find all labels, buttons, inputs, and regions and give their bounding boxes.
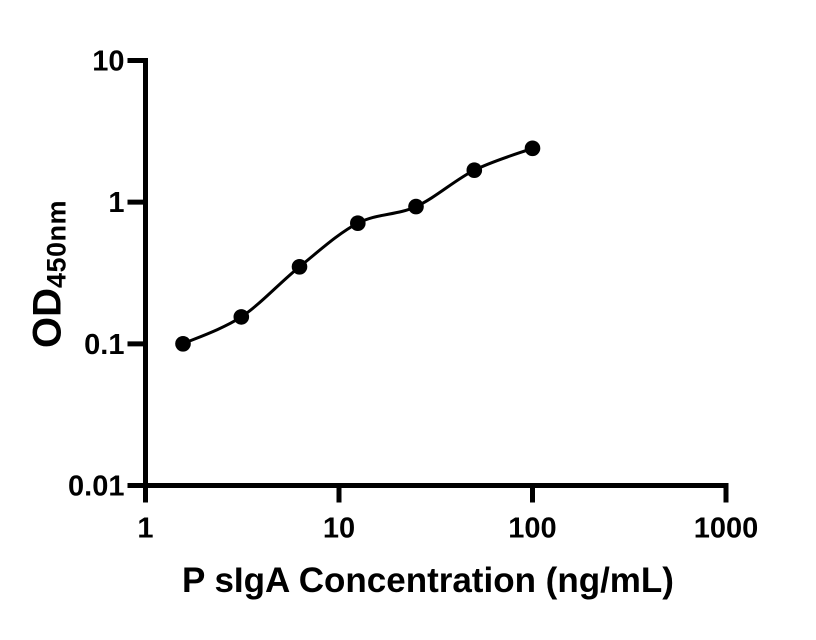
data-point bbox=[175, 336, 191, 352]
y-tick-label: 0.1 bbox=[84, 329, 124, 361]
ticks-group bbox=[127, 58, 729, 503]
y-tick-label: 10 bbox=[92, 46, 124, 78]
x-tick-label: 100 bbox=[508, 513, 556, 545]
y-axis-title: OD450nm bbox=[26, 200, 73, 348]
data-point bbox=[524, 140, 541, 157]
x-tick-label: 10 bbox=[323, 513, 355, 545]
x-tick-label: 1 bbox=[137, 513, 153, 545]
y-tick-label: 0.01 bbox=[68, 471, 124, 503]
tick-labels-group: 0.01 0.1 1 10 1 10 100 1000 bbox=[68, 46, 758, 545]
axes-group bbox=[143, 58, 729, 503]
data-point bbox=[408, 198, 424, 215]
series-group bbox=[175, 140, 541, 352]
y-axis-title-subscript: 450nm bbox=[41, 199, 72, 289]
data-point bbox=[466, 162, 483, 178]
y-axis-title-main: OD bbox=[25, 288, 70, 349]
data-point bbox=[233, 309, 250, 325]
data-point bbox=[291, 259, 308, 275]
data-point bbox=[350, 215, 366, 231]
x-axis-title: P sIgA Concentration (ng/mL) bbox=[182, 561, 674, 600]
y-tick-label: 1 bbox=[108, 187, 124, 219]
x-tick-label: 1000 bbox=[694, 513, 759, 545]
